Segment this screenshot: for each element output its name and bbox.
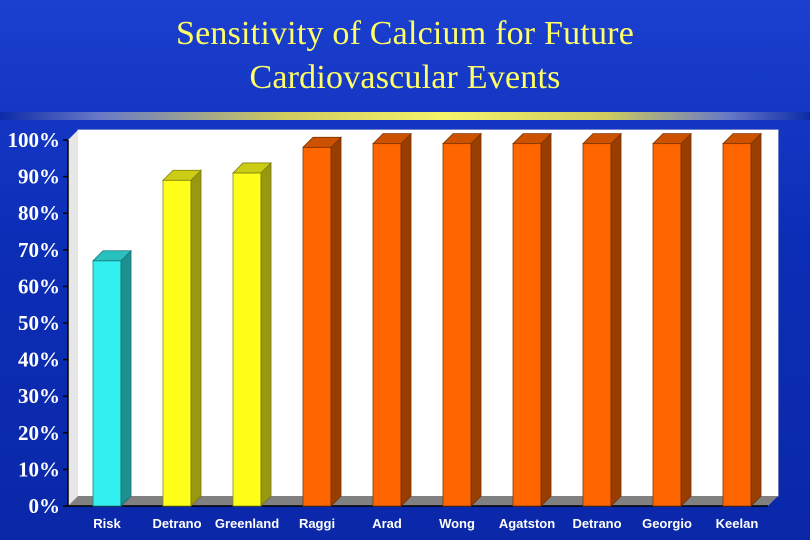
bar-top: [162, 169, 202, 181]
y-tick-label: 100%: [8, 128, 61, 152]
x-tick-label: Detrano: [152, 516, 201, 531]
bar: [442, 143, 472, 507]
bar-top: [512, 133, 552, 145]
bar-top: [582, 133, 622, 145]
y-tick-label: 60%: [18, 274, 60, 298]
x-tick-label: Agatston: [499, 516, 555, 531]
title-line-2: Cardiovascular Events: [249, 59, 561, 96]
y-tick-label: 20%: [18, 421, 60, 445]
bar-top: [442, 133, 482, 145]
bar-side: [470, 132, 482, 507]
bar: [232, 172, 262, 507]
bar: [652, 143, 682, 507]
x-tick-label: Greenland: [215, 516, 279, 531]
bar-side: [750, 132, 762, 507]
bar-top: [652, 133, 692, 145]
y-tick-label: 0%: [29, 494, 61, 518]
bar-top: [722, 133, 762, 145]
bar: [582, 143, 612, 507]
y-tick-label: 80%: [18, 201, 60, 225]
x-tick-label: Arad: [372, 516, 402, 531]
bar-side: [190, 169, 202, 507]
bar-side: [610, 132, 622, 507]
bar-side: [330, 136, 342, 507]
bar-side: [260, 161, 272, 507]
x-tick-label: Detrano: [572, 516, 621, 531]
bar-top: [302, 136, 342, 148]
slide-title: Sensitivity of Calcium for Future Cardio…: [0, 12, 810, 100]
y-tick-label: 70%: [18, 238, 60, 262]
bar-top: [372, 133, 412, 145]
bar-top: [92, 250, 132, 262]
y-tick-label: 40%: [18, 348, 60, 372]
bar: [302, 146, 332, 507]
x-tick-label: Georgio: [642, 516, 692, 531]
bar-side: [120, 249, 132, 507]
bar-side: [680, 132, 692, 507]
bar-top: [232, 162, 272, 174]
plot-left-wall: [68, 130, 78, 506]
x-tick-label: Raggi: [299, 516, 335, 531]
y-tick-label: 30%: [18, 384, 60, 408]
title-divider: [0, 112, 810, 120]
y-tick-label: 10%: [18, 457, 60, 481]
bar: [92, 260, 122, 507]
bar: [512, 143, 542, 507]
title-line-1: Sensitivity of Calcium for Future: [176, 15, 634, 52]
bar: [722, 143, 752, 507]
bar-side: [540, 132, 552, 507]
bar: [162, 179, 192, 507]
x-tick-label: Keelan: [716, 516, 759, 531]
x-tick-label: Risk: [93, 516, 121, 531]
bar-side: [400, 132, 412, 507]
bar: [372, 143, 402, 507]
y-tick-label: 50%: [18, 311, 60, 335]
y-tick-label: 90%: [18, 165, 60, 189]
x-tick-label: Wong: [439, 516, 475, 531]
